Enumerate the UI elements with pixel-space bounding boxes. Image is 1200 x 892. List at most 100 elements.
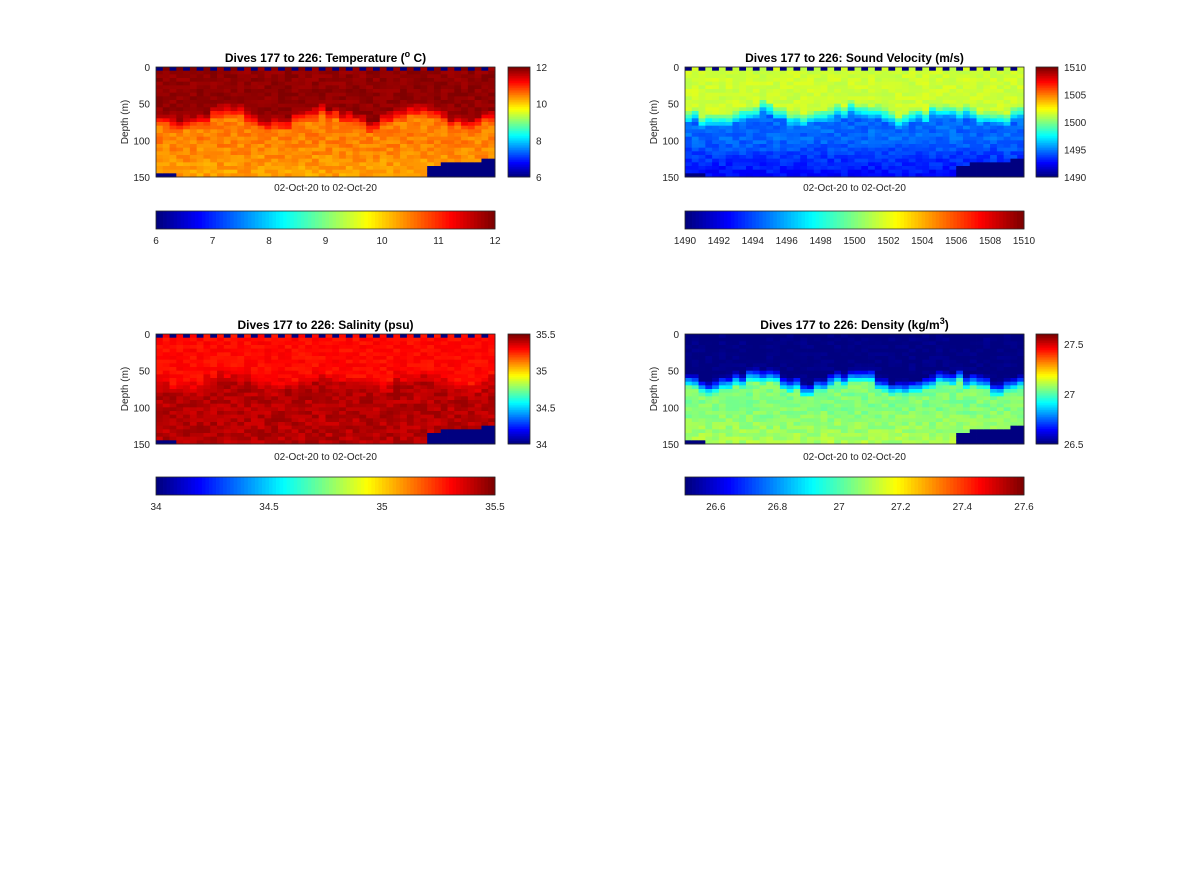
heatmap-cell: [861, 81, 869, 86]
sound-velocity-colorbar-tick: 1495: [1064, 146, 1087, 157]
hbar-step: [794, 211, 799, 229]
heatmap-cell: [827, 140, 835, 145]
heatmap-cell: [210, 433, 218, 438]
heatmap-cell: [278, 133, 286, 138]
heatmap-cell: [298, 341, 306, 346]
heatmap-cell: [372, 144, 381, 149]
heatmap-cell: [196, 378, 204, 383]
heatmap-cell: [196, 363, 204, 368]
heatmap-cell: [881, 133, 889, 138]
heatmap-cell: [169, 407, 177, 412]
heatmap-cell: [359, 173, 367, 178]
heatmap-cell: [400, 162, 408, 167]
heatmap-cell: [189, 125, 198, 130]
heatmap-cell: [366, 400, 374, 405]
heatmap-cell: [196, 70, 204, 75]
heatmap-cell: [325, 359, 333, 364]
heatmap-cell: [976, 166, 984, 171]
heatmap-cell: [352, 78, 360, 83]
heatmap-cell: [189, 151, 198, 156]
heatmap-cell: [433, 389, 442, 394]
heatmap-cell: [698, 151, 706, 156]
heatmap-cell: [732, 136, 740, 141]
heatmap-cell: [257, 407, 265, 412]
heatmap-cell: [861, 122, 869, 127]
heatmap-cell: [284, 403, 292, 408]
heatmap-cell: [895, 81, 903, 86]
heatmap-cell: [386, 363, 394, 368]
heatmap-cell: [372, 162, 381, 167]
heatmap-cell: [386, 422, 394, 427]
heatmap-cell: [813, 114, 821, 119]
heatmap-cell: [379, 125, 387, 130]
heatmap-cell: [325, 122, 333, 127]
heatmap-cell: [454, 389, 462, 394]
heatmap-cell: [908, 140, 916, 145]
colorbar-step: [508, 351, 530, 354]
heatmap-cell: [718, 85, 727, 90]
heatmap-cell: [854, 173, 862, 178]
heatmap-cell: [386, 370, 394, 375]
heatmap-cell: [176, 114, 184, 119]
heatmap-cell: [264, 422, 272, 427]
heatmap-cell: [257, 92, 265, 97]
hbar-step: [981, 211, 986, 229]
heatmap-cell: [983, 162, 991, 167]
heatmap-cell: [433, 400, 442, 405]
heatmap-cell: [210, 341, 218, 346]
hbar-step: [928, 211, 933, 229]
hbar-step: [374, 211, 379, 229]
heatmap-cell: [691, 103, 699, 108]
heatmap-cell: [854, 158, 862, 163]
heatmap-cell: [718, 67, 727, 72]
heatmap-cell: [888, 89, 896, 94]
heatmap-cell: [284, 348, 292, 353]
heatmap-cell: [196, 381, 204, 386]
heatmap-cell: [271, 414, 279, 419]
heatmap-cell: [183, 96, 191, 101]
heatmap-cell: [467, 173, 476, 178]
heatmap-cell: [834, 78, 842, 83]
heatmap-cell: [189, 422, 198, 427]
heatmap-cell: [278, 425, 286, 430]
heatmap-cell: [881, 107, 889, 112]
heatmap-cell: [359, 103, 367, 108]
heatmap-cell: [311, 100, 320, 105]
heatmap-cell: [372, 436, 381, 441]
heatmap-cell: [427, 414, 435, 419]
heatmap-cell: [271, 140, 279, 145]
heatmap-cell: [454, 374, 462, 379]
heatmap-cell: [962, 103, 971, 108]
hbar-step: [865, 211, 870, 229]
heatmap-cell: [956, 162, 964, 167]
heatmap-cell: [454, 100, 462, 105]
heatmap-cell: [725, 122, 733, 127]
heatmap-cell: [169, 67, 177, 72]
heatmap-cell: [874, 136, 883, 141]
heatmap-cell: [237, 337, 245, 342]
heatmap-cell: [379, 74, 387, 79]
heatmap-cell: [685, 122, 693, 127]
heatmap-cell: [474, 440, 482, 445]
hbar-step: [201, 211, 206, 229]
heatmap-cell: [901, 85, 910, 90]
heatmap-cell: [393, 341, 401, 346]
heatmap-cell: [433, 407, 442, 412]
hbar-step: [205, 211, 210, 229]
heatmap-cell: [176, 414, 184, 419]
colorbar-step: [1036, 171, 1058, 174]
heatmap-cell: [311, 396, 320, 401]
heatmap-cell: [352, 136, 360, 141]
heatmap-cell: [264, 173, 272, 178]
heatmap-cell: [230, 122, 238, 127]
heatmap-cell: [400, 85, 408, 90]
heatmap-cell: [305, 89, 313, 94]
heatmap-cell: [901, 118, 910, 123]
heatmap-cell: [305, 359, 313, 364]
colorbar-step: [508, 104, 530, 107]
heatmap-cell: [318, 81, 326, 86]
heatmap-cell: [271, 111, 279, 116]
heatmap-cell: [447, 114, 455, 119]
heatmap-cell: [800, 78, 808, 83]
heatmap-cell: [264, 433, 272, 438]
